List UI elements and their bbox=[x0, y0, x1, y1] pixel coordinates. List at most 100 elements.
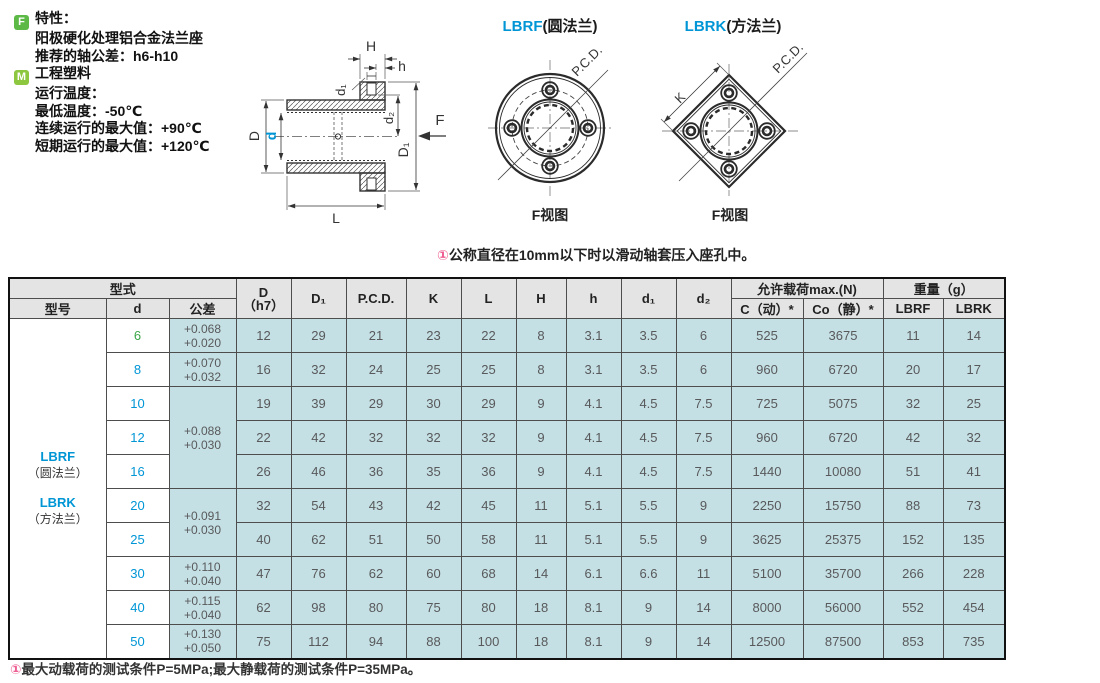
value-cell: 17 bbox=[942, 352, 1006, 387]
value-cell: 39 bbox=[290, 386, 347, 421]
value-cell: 5.1 bbox=[565, 522, 622, 557]
d-value-cell: 20 bbox=[105, 488, 170, 523]
value-cell: 18 bbox=[515, 624, 567, 659]
tolerance-cell: +0.110 +0.040 bbox=[168, 556, 237, 591]
value-cell: 8.1 bbox=[565, 590, 622, 625]
value-cell: 32 bbox=[460, 420, 517, 455]
lbrk-code: LBRK bbox=[684, 18, 727, 35]
dim-label-D: D bbox=[248, 131, 262, 141]
value-cell: 6720 bbox=[802, 352, 884, 387]
model-cell: LBRF （圆法兰） LBRK （方法兰） bbox=[8, 318, 107, 659]
value-cell: 58 bbox=[460, 522, 517, 557]
col-header-h: h bbox=[565, 277, 622, 319]
value-cell: 5.5 bbox=[620, 488, 677, 523]
dim-label-h: h bbox=[398, 58, 406, 74]
table-row: 8 +0.070 +0.032 16 32 24 25 25 8 3.1 3.5 6 960 6720 20… bbox=[9, 352, 1006, 387]
value-cell: 45 bbox=[460, 488, 517, 523]
d-value-cell: 6 bbox=[105, 318, 170, 353]
col-header-PCD: P.C.D. bbox=[345, 277, 407, 319]
value-cell: 23 bbox=[405, 318, 462, 353]
col-header-weight-group: 重量（g） bbox=[882, 277, 1006, 299]
value-cell: 29 bbox=[345, 386, 407, 421]
dim-label-H: H bbox=[366, 38, 376, 54]
col-header-d1: d₁ bbox=[620, 277, 677, 319]
value-cell: 3.1 bbox=[565, 352, 622, 387]
k-label: K bbox=[671, 89, 688, 106]
footnote-text: 最大动载荷的测试条件P=5MPa;最大静载荷的测试条件P=35MPa。 bbox=[21, 662, 422, 677]
value-cell: 42 bbox=[405, 488, 462, 523]
value-cell: 62 bbox=[290, 522, 347, 557]
value-cell: 960 bbox=[730, 420, 804, 455]
value-cell: 30 bbox=[405, 386, 462, 421]
value-cell: 135 bbox=[942, 522, 1006, 557]
material-title-row: M 工程塑料 bbox=[14, 65, 210, 85]
value-cell: 56000 bbox=[802, 590, 884, 625]
model-gap bbox=[10, 481, 106, 495]
value-cell: 32 bbox=[290, 352, 347, 387]
table-row: 12 22 42 32 32 32 9 4.1 4.5 7.5 960 6720 42 32 bbox=[9, 420, 1006, 455]
lbrf-front-view: P.C.D. bbox=[488, 43, 612, 196]
value-cell: 32 bbox=[882, 386, 944, 421]
value-cell: 75 bbox=[235, 624, 292, 659]
col-header-type-group: 型式 bbox=[8, 277, 237, 299]
table-row: 30 +0.110 +0.040 47 76 62 60 68 14 6.1 6.6 11 5100 35… bbox=[9, 556, 1006, 591]
dim-label-F: F bbox=[435, 112, 444, 129]
value-cell: 16 bbox=[235, 352, 292, 387]
lbrf-suffix: (圆法兰) bbox=[542, 18, 598, 35]
lbrf-code: LBRF bbox=[502, 18, 543, 35]
table-row: 20 +0.091 +0.030 32 54 43 42 45 11 5.1 5.5 9 2250 157… bbox=[9, 488, 1006, 557]
value-cell: 11 bbox=[675, 556, 732, 591]
value-cell: 60 bbox=[405, 556, 462, 591]
value-cell: 62 bbox=[345, 556, 407, 591]
feature-line: 短期运行的最大值：+120℃ bbox=[35, 137, 210, 154]
table-row: 16 26 46 36 35 36 9 4.1 4.5 7.5 1440 10080 51 41 bbox=[9, 454, 1006, 489]
load-test-footnote: ①最大动载荷的测试条件P=5MPa;最大静载荷的测试条件P=35MPa。 bbox=[10, 658, 421, 678]
col-header-model: 型号 bbox=[8, 298, 107, 319]
value-cell: 2250 bbox=[730, 488, 804, 523]
note-text: 公称直径在10mm以下时以滑动轴套压入座孔中。 bbox=[448, 247, 756, 263]
value-cell: 6 bbox=[675, 318, 732, 353]
value-cell: 6.1 bbox=[565, 556, 622, 591]
value-cell: 14 bbox=[515, 556, 567, 591]
value-cell: 4.5 bbox=[620, 454, 677, 489]
value-cell: 1440 bbox=[730, 454, 804, 489]
lbrk-diagram-block: LBRK(方法兰) P.C.D. K F视图 bbox=[660, 16, 835, 225]
value-cell: 20 bbox=[882, 352, 944, 387]
value-cell: 51 bbox=[345, 522, 407, 557]
feature-line: 推荐的轴公差：h6-h10 bbox=[35, 47, 179, 64]
pcd-label: P.C.D. bbox=[770, 40, 806, 76]
value-cell: 7.5 bbox=[675, 386, 732, 421]
d-value-cell: 25 bbox=[105, 522, 170, 557]
value-cell: 6.6 bbox=[620, 556, 677, 591]
col-header-D-fit: （h7） bbox=[242, 297, 285, 313]
value-cell: 87500 bbox=[802, 624, 884, 659]
value-cell: 25 bbox=[942, 386, 1006, 421]
feature-line: 运行温度： bbox=[35, 85, 105, 101]
value-cell: 32 bbox=[235, 488, 292, 523]
col-header-K: K bbox=[405, 277, 462, 319]
footnote-mark: ① bbox=[10, 662, 22, 677]
d-value-cell: 8 bbox=[105, 352, 170, 387]
value-cell: 42 bbox=[882, 420, 944, 455]
value-cell: 14 bbox=[675, 624, 732, 659]
value-cell: 25 bbox=[405, 352, 462, 387]
value-cell: 73 bbox=[942, 488, 1006, 523]
value-cell: 7.5 bbox=[675, 454, 732, 489]
dim-label-D1: D₁ bbox=[395, 142, 411, 157]
dim-label-d1: d₁ bbox=[333, 84, 348, 96]
tolerance-cell: +0.115 +0.040 bbox=[168, 590, 237, 625]
value-cell: 14 bbox=[942, 318, 1006, 353]
col-header-weight-lbrf: LBRF bbox=[882, 298, 944, 319]
d-value-cell: 50 bbox=[105, 624, 170, 659]
value-cell: 9 bbox=[675, 488, 732, 523]
lbrf-caption: F视图 bbox=[531, 207, 569, 223]
value-cell: 5.1 bbox=[565, 488, 622, 523]
value-cell: 8 bbox=[515, 318, 567, 353]
value-cell: 29 bbox=[290, 318, 347, 353]
table-row: 50 +0.130 +0.050 75 112 94 88 100 18 8.1 9 14 12500 8… bbox=[9, 624, 1006, 659]
col-header-d2: d₂ bbox=[675, 277, 732, 319]
value-cell: 25375 bbox=[802, 522, 884, 557]
value-cell: 5100 bbox=[730, 556, 804, 591]
lbrf-title: LBRF(圆法兰) bbox=[484, 16, 616, 38]
col-header-D: D （h7） bbox=[235, 277, 292, 319]
